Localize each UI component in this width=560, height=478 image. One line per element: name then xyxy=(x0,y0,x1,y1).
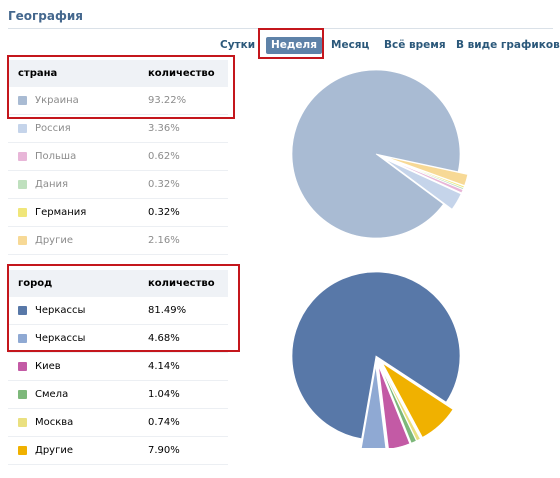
row-value: 2.16% xyxy=(148,235,180,246)
row-name: Черкассы xyxy=(35,305,86,316)
color-swatch xyxy=(18,236,27,245)
tab-as-graphs[interactable]: В виде графиков xyxy=(456,39,560,51)
cities-header: город количество xyxy=(8,270,228,297)
color-swatch xyxy=(18,334,27,343)
page-title: География xyxy=(8,9,84,23)
table-row: Москва 0.74% xyxy=(8,409,228,437)
color-swatch xyxy=(18,152,27,161)
pie-slice xyxy=(385,157,465,189)
color-swatch xyxy=(18,208,27,217)
row-value: 0.62% xyxy=(148,151,180,162)
highlight-cities-top xyxy=(7,264,240,352)
row-name: Черкассы xyxy=(35,333,86,344)
table-row: Смела 1.04% xyxy=(8,381,228,409)
period-tabs: Сутки Неделя Месяц Всё время В виде граф… xyxy=(210,37,560,57)
pie-slice xyxy=(378,365,411,448)
column-header-count: количество xyxy=(148,278,215,289)
row-name: Дания xyxy=(35,179,68,190)
row-name: Смела xyxy=(35,389,69,400)
pie-slice xyxy=(385,156,469,186)
row-name: Россия xyxy=(35,123,71,134)
color-swatch xyxy=(18,390,27,399)
row-value: 0.32% xyxy=(148,207,180,218)
column-header-count: количество xyxy=(148,68,215,79)
row-value: 3.36% xyxy=(148,123,180,134)
row-name: Украина xyxy=(35,95,79,106)
table-row: Черкассы 4.68% xyxy=(8,325,228,353)
row-value: 0.32% xyxy=(148,179,180,190)
row-value: 93.22% xyxy=(148,95,187,106)
tab-month[interactable]: Месяц xyxy=(331,39,370,51)
row-value: 4.14% xyxy=(148,361,180,372)
color-swatch xyxy=(18,446,27,455)
column-header-country: страна xyxy=(18,68,58,79)
table-row: Киев 4.14% xyxy=(8,353,228,381)
tab-day[interactable]: Сутки xyxy=(220,39,256,51)
color-swatch xyxy=(18,306,27,315)
tab-all-time[interactable]: Всё время xyxy=(384,39,446,51)
pie-slice xyxy=(291,69,461,239)
countries-header: страна количество xyxy=(8,60,228,87)
color-swatch xyxy=(18,96,27,105)
row-name: Киев xyxy=(35,361,61,372)
row-value: 4.68% xyxy=(148,333,180,344)
color-swatch xyxy=(18,418,27,427)
pie-slice xyxy=(291,272,461,440)
cities-table: город количество Черкассы 81.49% Черкасс… xyxy=(8,270,228,465)
row-value: 1.04% xyxy=(148,389,180,400)
table-row: Другие 2.16% xyxy=(8,227,228,255)
highlight-week-tab xyxy=(258,28,324,59)
pie-slice xyxy=(379,365,417,444)
row-name: Польша xyxy=(35,151,77,162)
pie-slice xyxy=(380,364,421,442)
countries-table: страна количество Украина 93.22% Россия … xyxy=(8,60,228,255)
color-swatch xyxy=(18,180,27,189)
pie-slice xyxy=(361,365,387,448)
table-row: Другие 7.90% xyxy=(8,437,228,465)
tab-week[interactable]: Неделя xyxy=(266,37,322,54)
color-swatch xyxy=(18,124,27,133)
table-row: Германия 0.32% xyxy=(8,199,228,227)
row-value: 0.74% xyxy=(148,417,180,428)
row-name: Москва xyxy=(35,417,74,428)
table-row: Дания 0.32% xyxy=(8,171,228,199)
country-pie-chart xyxy=(291,69,469,239)
table-row: Черкассы 81.49% xyxy=(8,297,228,325)
row-value: 81.49% xyxy=(148,305,187,316)
row-name: Германия xyxy=(35,207,87,218)
city-pie-chart xyxy=(291,272,461,448)
row-name: Другие xyxy=(35,235,73,246)
pie-slice xyxy=(384,158,462,210)
table-row: Польша 0.62% xyxy=(8,143,228,171)
row-value: 7.90% xyxy=(148,445,180,456)
highlight-countries-top xyxy=(7,55,235,119)
table-row: Россия 3.36% xyxy=(8,115,228,143)
column-header-city: город xyxy=(18,278,53,289)
color-swatch xyxy=(18,362,27,371)
table-row: Украина 93.22% xyxy=(8,87,228,115)
pie-slice xyxy=(382,363,454,438)
row-name: Другие xyxy=(35,445,73,456)
